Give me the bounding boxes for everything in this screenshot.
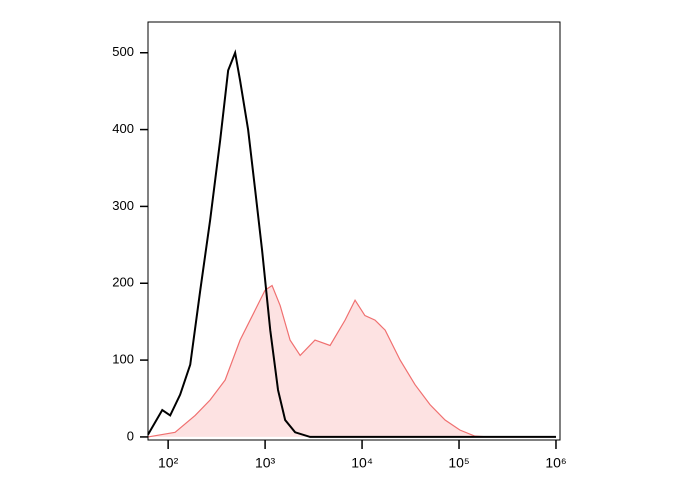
x-tick-label: 10³ bbox=[255, 455, 276, 471]
x-tick-label: 10⁶ bbox=[545, 455, 566, 471]
area bbox=[148, 285, 556, 437]
y-tick-label: 200 bbox=[112, 275, 134, 290]
y-tick-label: 500 bbox=[112, 44, 134, 59]
line bbox=[147, 284, 556, 438]
x-tick-label: 10⁵ bbox=[448, 455, 469, 471]
y-tick-label: 400 bbox=[112, 121, 134, 136]
y-tick-label: 100 bbox=[112, 352, 134, 367]
y-tick-label: 300 bbox=[112, 198, 134, 213]
plot-frame bbox=[147, 21, 561, 441]
line bbox=[147, 49, 556, 438]
y-tick-label: 0 bbox=[127, 428, 134, 443]
x-tick-label: 10² bbox=[158, 455, 179, 471]
x-tick-label: 10⁴ bbox=[351, 455, 373, 471]
